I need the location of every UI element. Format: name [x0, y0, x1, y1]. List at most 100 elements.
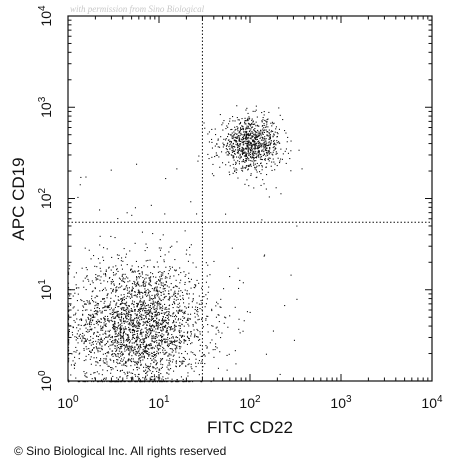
event-point	[117, 334, 119, 336]
event-point	[126, 301, 128, 303]
event-point	[158, 381, 160, 383]
event-point	[95, 279, 97, 281]
event-point	[132, 337, 134, 339]
event-point	[165, 319, 167, 321]
event-point	[153, 341, 155, 343]
event-point	[190, 363, 192, 365]
event-point	[149, 354, 151, 356]
event-point	[260, 144, 262, 146]
event-point	[237, 136, 239, 138]
event-point	[244, 137, 246, 139]
event-point	[159, 327, 161, 329]
event-point	[183, 342, 185, 344]
event-point	[237, 137, 239, 139]
event-point	[201, 381, 203, 383]
event-point	[110, 367, 112, 369]
event-point	[117, 355, 119, 357]
event-point	[76, 318, 78, 320]
event-point	[217, 367, 219, 369]
event-point	[211, 310, 213, 312]
event-point	[266, 144, 268, 146]
event-point	[258, 150, 260, 152]
event-point	[132, 323, 134, 325]
event-point	[151, 340, 153, 342]
event-point	[257, 152, 259, 154]
event-point	[168, 373, 170, 375]
event-point	[138, 292, 140, 294]
event-point	[145, 290, 147, 292]
event-point	[179, 342, 181, 344]
event-point	[69, 295, 71, 297]
event-point	[279, 373, 281, 375]
event-point	[255, 125, 257, 127]
event-point	[115, 345, 117, 347]
event-point	[145, 277, 147, 279]
event-point	[166, 341, 168, 343]
event-point	[184, 281, 186, 283]
event-point	[194, 321, 196, 323]
event-point	[137, 323, 139, 325]
event-point	[142, 331, 144, 333]
event-point	[89, 350, 91, 352]
event-point	[120, 327, 122, 329]
event-point	[130, 315, 132, 317]
event-point	[237, 177, 239, 179]
event-point	[242, 126, 244, 128]
event-point	[156, 318, 158, 320]
event-point	[111, 319, 113, 321]
event-point	[270, 140, 272, 142]
event-point	[83, 325, 85, 327]
event-point	[111, 256, 113, 258]
event-point	[68, 331, 70, 333]
event-point	[155, 355, 157, 357]
event-point	[106, 306, 108, 308]
event-point	[242, 149, 244, 151]
event-point	[102, 353, 104, 355]
event-point	[193, 370, 195, 372]
event-point	[246, 142, 248, 144]
event-point	[143, 338, 145, 340]
event-point	[161, 320, 163, 322]
event-point	[98, 308, 100, 310]
event-point	[178, 356, 180, 358]
event-point	[108, 334, 110, 336]
event-point	[262, 137, 264, 139]
event-point	[154, 287, 156, 289]
event-point	[121, 275, 123, 277]
event-point	[68, 330, 70, 332]
event-point	[196, 213, 198, 215]
event-point	[238, 145, 240, 147]
event-point	[157, 353, 159, 355]
event-point	[253, 147, 255, 149]
event-point	[161, 272, 163, 274]
event-point	[172, 355, 174, 357]
event-point	[189, 254, 191, 256]
event-point	[225, 145, 227, 147]
event-point	[95, 310, 97, 312]
event-point	[104, 319, 106, 321]
event-point	[178, 381, 180, 383]
event-point	[259, 156, 261, 158]
event-point	[68, 315, 70, 317]
event-point	[238, 119, 240, 121]
event-point	[174, 348, 176, 350]
event-point	[85, 339, 87, 341]
event-point	[83, 341, 85, 343]
event-point	[226, 143, 228, 145]
event-point	[199, 331, 201, 333]
event-point	[158, 371, 160, 373]
event-point	[241, 152, 243, 154]
event-point	[112, 289, 114, 291]
event-point	[125, 333, 127, 335]
event-point	[164, 326, 166, 328]
event-point	[144, 322, 146, 324]
event-point	[145, 327, 147, 329]
event-point	[186, 293, 188, 295]
event-point	[107, 318, 109, 320]
event-point	[263, 183, 265, 185]
event-point	[252, 139, 254, 141]
event-point	[158, 323, 160, 325]
event-point	[134, 313, 136, 315]
event-point	[193, 329, 195, 331]
event-point	[162, 282, 164, 284]
